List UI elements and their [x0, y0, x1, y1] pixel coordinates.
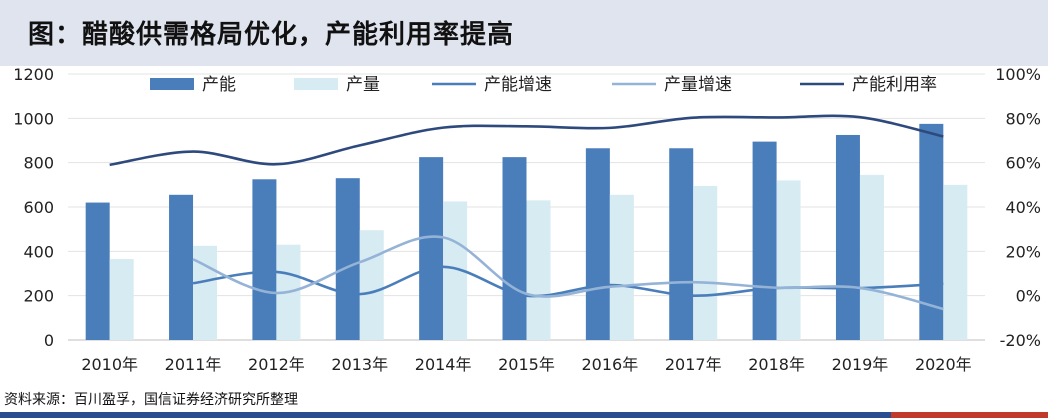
legend-label: 产能	[202, 75, 236, 95]
x-tick-label: 2018年	[748, 355, 805, 374]
y-left-tick-label: 0	[44, 331, 54, 350]
bar-产量	[943, 184, 968, 340]
y-left-tick-label: 600	[23, 198, 54, 217]
legend-swatch	[294, 78, 338, 90]
bar-产量	[776, 180, 801, 340]
bar-产量	[109, 259, 134, 340]
source-note: 资料来源：百川盈孚，国信证券经济研究所整理	[4, 392, 298, 408]
bar-产量	[526, 200, 551, 340]
y-right-tick-label: 80%	[1005, 109, 1041, 128]
bar-产能	[669, 148, 694, 340]
x-tick-label: 2011年	[165, 355, 222, 374]
y-right-tick-label: 20%	[1005, 242, 1041, 261]
x-tick-label: 2019年	[832, 355, 889, 374]
bar-产能	[85, 202, 110, 340]
bar-产量	[859, 174, 884, 340]
legend-label: 产能增速	[484, 75, 552, 95]
bar-产能	[502, 157, 527, 340]
line-产能利用率	[109, 114, 944, 167]
line-产量增速	[192, 235, 944, 311]
y-left-tick-label: 200	[23, 287, 54, 306]
legend-label: 产量	[346, 75, 380, 95]
bar-产能	[335, 178, 360, 340]
bar-产量	[693, 185, 718, 340]
y-right-tick-label: 0%	[1016, 287, 1041, 306]
y-left-tick-label: 800	[23, 154, 54, 173]
bar-产量	[609, 194, 634, 340]
y-left-tick-label: 400	[23, 242, 54, 261]
bar-产量	[359, 230, 384, 340]
bar-产能	[752, 141, 777, 340]
bar-产能	[419, 157, 444, 340]
line-产能增速	[192, 265, 944, 298]
y-right-tick-label: 100%	[995, 66, 1041, 84]
x-tick-label: 2014年	[415, 355, 472, 374]
y-left-tick-label: 1000	[13, 109, 54, 128]
x-tick-label: 2010年	[81, 355, 138, 374]
x-tick-label: 2017年	[665, 355, 722, 374]
y-left-tick-label: 1200	[13, 66, 54, 84]
legend-label: 产量增速	[664, 75, 732, 95]
bar-产能	[585, 148, 610, 340]
legend-label: 产能利用率	[852, 75, 937, 95]
x-tick-label: 2015年	[498, 355, 555, 374]
footer-line	[0, 412, 1048, 418]
chart-title: 图：醋酸供需格局优化，产能利用率提高	[28, 20, 515, 50]
bar-产能	[169, 194, 194, 340]
y-right-tick-label: 40%	[1005, 198, 1041, 217]
chart: 0 200 400 600 800 1000 1200 -20% 0% 20% 40% 60% 80% 1…	[13, 66, 1041, 374]
bar-产能	[835, 134, 860, 340]
legend-swatch	[150, 78, 194, 90]
bar-产能	[252, 179, 277, 340]
x-tick-label: 2020年	[915, 355, 972, 374]
title-bar: 图：醋酸供需格局优化，产能利用率提高	[0, 0, 1048, 66]
x-tick-label: 2013年	[331, 355, 388, 374]
x-tick-label: 2016年	[581, 355, 638, 374]
y-right-tick-label: 60%	[1005, 154, 1041, 173]
y-right-tick-label: -20%	[1000, 331, 1041, 350]
x-tick-label: 2012年	[248, 355, 305, 374]
